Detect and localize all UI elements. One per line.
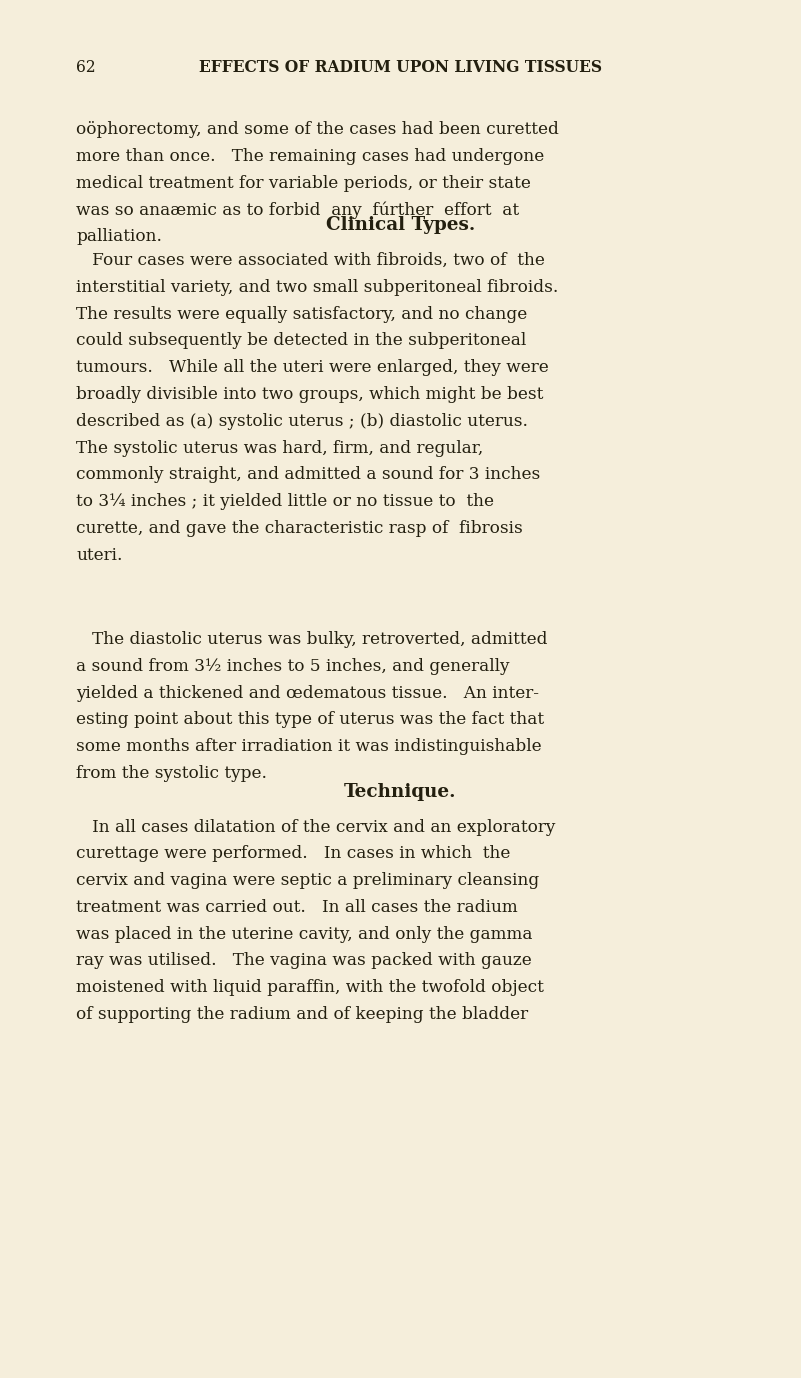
- Text: 62: 62: [76, 59, 96, 76]
- Text: In all cases dilatation of the cervix and an exploratory: In all cases dilatation of the cervix an…: [76, 819, 555, 835]
- Text: yielded a thickened and œdematous tissue.   An inter-: yielded a thickened and œdematous tissue…: [76, 685, 539, 701]
- Text: to 3¼ inches ; it yielded little or no tissue to  the: to 3¼ inches ; it yielded little or no t…: [76, 493, 494, 510]
- Text: The systolic uterus was hard, firm, and regular,: The systolic uterus was hard, firm, and …: [76, 440, 483, 456]
- Text: ray was utilised.   The vagina was packed with gauze: ray was utilised. The vagina was packed …: [76, 952, 532, 969]
- Text: EFFECTS OF RADIUM UPON LIVING TISSUES: EFFECTS OF RADIUM UPON LIVING TISSUES: [199, 59, 602, 76]
- Text: a sound from 3½ inches to 5 inches, and generally: a sound from 3½ inches to 5 inches, and …: [76, 657, 509, 675]
- Text: uteri.: uteri.: [76, 547, 123, 564]
- Text: palliation.: palliation.: [76, 229, 162, 245]
- Text: curettage were performed.   In cases in which  the: curettage were performed. In cases in wh…: [76, 845, 510, 863]
- Text: cervix and vagina were septic a preliminary cleansing: cervix and vagina were septic a prelimin…: [76, 872, 539, 889]
- Text: esting point about this type of uterus was the fact that: esting point about this type of uterus w…: [76, 711, 544, 729]
- Text: medical treatment for variable periods, or their state: medical treatment for variable periods, …: [76, 175, 531, 192]
- Text: Four cases were associated with fibroids, two of  the: Four cases were associated with fibroids…: [76, 252, 545, 269]
- Text: more than once.   The remaining cases had undergone: more than once. The remaining cases had …: [76, 147, 545, 165]
- Text: was placed in the uterine cavity, and only the gamma: was placed in the uterine cavity, and on…: [76, 926, 533, 943]
- Text: Technique.: Technique.: [344, 783, 457, 801]
- Text: tumours.   While all the uteri were enlarged, they were: tumours. While all the uteri were enlarg…: [76, 360, 549, 376]
- Text: The diastolic uterus was bulky, retroverted, admitted: The diastolic uterus was bulky, retrover…: [76, 631, 548, 648]
- Text: Clinical Types.: Clinical Types.: [326, 216, 475, 234]
- Text: was so anaæmic as to forbid  any  fúrther  effort  at: was so anaæmic as to forbid any fúrther …: [76, 201, 519, 219]
- Text: broadly divisible into two groups, which might be best: broadly divisible into two groups, which…: [76, 386, 543, 402]
- Text: The results were equally satisfactory, and no change: The results were equally satisfactory, a…: [76, 306, 527, 322]
- Text: described as (a) systolic uterus ; (b) diastolic uterus.: described as (a) systolic uterus ; (b) d…: [76, 413, 528, 430]
- Text: curette, and gave the characteristic rasp of  fibrosis: curette, and gave the characteristic ras…: [76, 520, 523, 537]
- Text: could subsequently be detected in the subperitoneal: could subsequently be detected in the su…: [76, 332, 526, 350]
- Text: of supporting the radium and of keeping the bladder: of supporting the radium and of keeping …: [76, 1006, 528, 1022]
- Text: interstitial variety, and two small subperitoneal fibroids.: interstitial variety, and two small subp…: [76, 278, 558, 296]
- Text: from the systolic type.: from the systolic type.: [76, 765, 267, 781]
- Text: oöphorectomy, and some of the cases had been curetted: oöphorectomy, and some of the cases had …: [76, 121, 559, 138]
- Text: treatment was carried out.   In all cases the radium: treatment was carried out. In all cases …: [76, 898, 517, 916]
- Text: commonly straight, and admitted a sound for 3 inches: commonly straight, and admitted a sound …: [76, 466, 541, 484]
- Text: some months after irradiation it was indistinguishable: some months after irradiation it was ind…: [76, 739, 541, 755]
- Text: moistened with liquid paraffin, with the twofold object: moistened with liquid paraffin, with the…: [76, 980, 544, 996]
